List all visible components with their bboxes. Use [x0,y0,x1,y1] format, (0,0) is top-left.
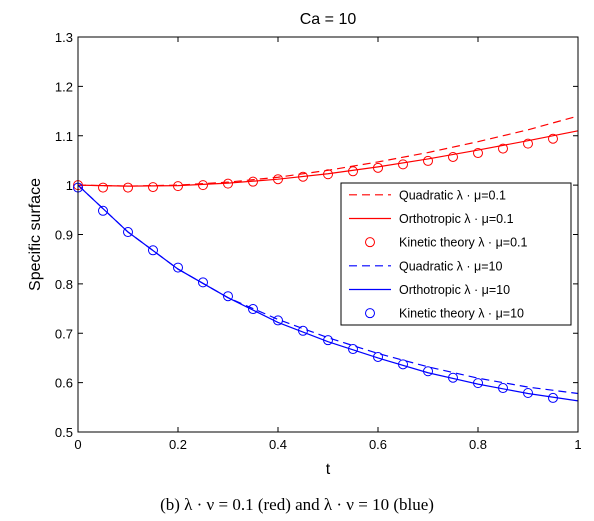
legend-swatch [365,237,375,248]
series-2-marker [148,182,158,193]
legend-label: Kinetic theory λ · μ=0.1 [399,236,527,250]
series-2-marker [98,182,108,193]
series-5-marker [448,372,458,383]
series-5-marker [98,205,108,216]
series-5-marker [523,387,533,398]
series-5-marker [173,262,183,273]
series-5-marker [198,277,208,288]
legend-label: Quadratic λ · μ=10 [399,259,502,273]
series-5-marker [123,227,133,238]
y-tick-label: 0.5 [55,425,73,440]
x-tick-label: 1 [574,437,581,452]
series-5-marker [298,325,308,336]
axis-ticks: 0 0.2 0.4 0.6 0.8 1 0.5 0.6 0.7 0.8 0.9 1 1.1 1.2 1.3 [55,30,582,452]
legend-label: Kinetic theory λ · μ=10 [399,307,524,321]
chart: Ca = 10 Specific surface t 0 0.2 0.4 0.6 0.8… [27,11,582,478]
series-2-marker [473,148,483,159]
series-2-marker [423,155,433,166]
series-2-marker [248,176,258,187]
legend-swatch [365,308,375,319]
series-2-marker [273,174,283,185]
series-5-marker [398,359,408,370]
figure-caption: (b) λ · ν = 0.1 (red) and λ · ν = 10 (bl… [160,495,434,514]
series-5-marker [148,245,158,256]
x-tick-label: 0 [74,437,81,452]
series-5-marker [323,335,333,346]
series-5-marker [273,315,283,326]
series-0-line [77,115,579,187]
legend-label: Orthotropic λ · μ=0.1 [399,212,514,226]
legend-label: Quadratic λ · μ=0.1 [399,188,506,202]
series-2-marker [348,166,358,177]
series-2-marker [198,180,208,191]
series-2-marker [398,159,408,170]
x-tick-label: 0.8 [469,437,487,452]
x-axis-label: t [326,461,331,478]
x-tick-label: 0.4 [269,437,287,452]
series-4-line [77,184,579,402]
plot-area [73,115,579,403]
series-2-marker [223,178,233,189]
series-2-marker [548,133,558,144]
y-tick-label: 0.8 [55,277,73,292]
series-5-marker [498,383,508,394]
series-2-marker [298,171,308,182]
y-tick-label: 1.1 [55,129,73,144]
series-5-marker [373,351,383,362]
legend: Quadratic λ · μ=0.1 Orthotropic λ · μ=0.1… [340,182,572,326]
x-tick-label: 0.2 [169,437,187,452]
y-tick-label: 0.9 [55,228,73,243]
series-2-marker [448,151,458,162]
series-5-marker [223,291,233,302]
series-2-marker [323,169,333,180]
y-tick-label: 1 [66,178,73,193]
series-2-marker [373,162,383,173]
y-tick-label: 1.2 [55,79,73,94]
legend-label: Orthotropic λ · μ=10 [399,283,510,297]
y-tick-label: 0.6 [55,376,73,391]
series-5-marker [248,304,258,315]
y-tick-label: 0.7 [55,326,73,341]
y-tick-label: 1.3 [55,30,73,45]
series-2-marker [173,181,183,192]
series-1-line [77,130,579,187]
series-5-marker [473,378,483,389]
y-axis-label: Specific surface [27,178,44,291]
plot-frame [77,36,579,433]
series-2-marker [498,143,508,154]
x-tick-label: 0.6 [369,437,387,452]
series-5-marker [423,366,433,377]
series-2-marker [523,138,533,149]
series-5-marker [348,344,358,355]
series-5-marker [548,392,558,403]
series-2-marker [123,182,133,193]
legend-box [340,182,572,326]
chart-title: Ca = 10 [300,11,357,28]
